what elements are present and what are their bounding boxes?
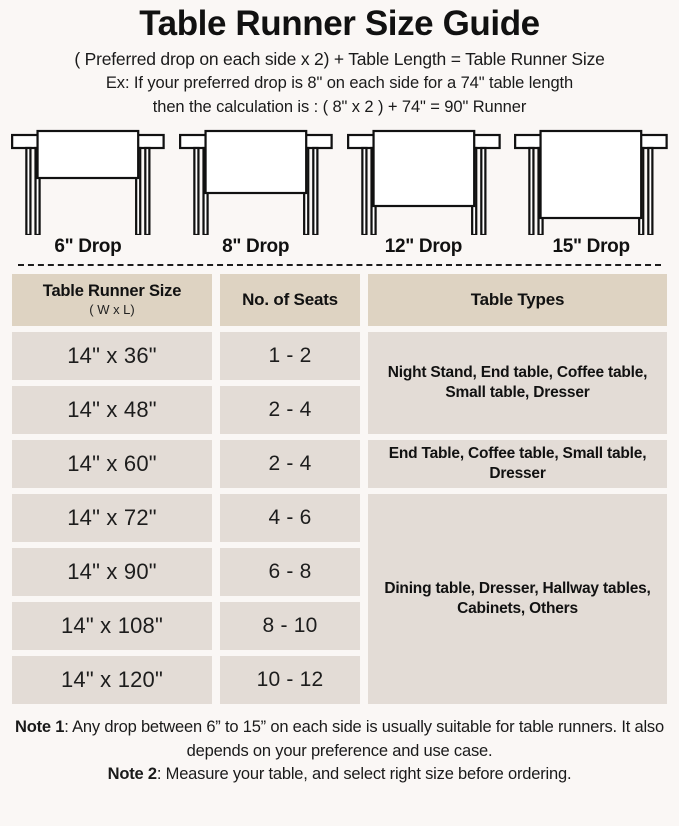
runner-size-value: 14" x 120" xyxy=(60,667,164,693)
runner-size-cell: 14" x 48" xyxy=(12,386,212,435)
table-types-value: Night Stand, End table, Coffee table, Sm… xyxy=(387,364,648,402)
drop-labels-row: 6" Drop 8" Drop 12" Drop 15" Drop xyxy=(0,236,679,258)
seats-cell: 4 - 6 xyxy=(220,494,360,543)
note-1-text: : Any drop between 6” to 15” on each sid… xyxy=(64,718,664,760)
seats-cell: 10 - 12 xyxy=(220,656,360,705)
note-2-label: Note 2 xyxy=(107,765,157,784)
runner-size-value: 14" x 72" xyxy=(67,505,157,531)
size-chart: Table Runner Size ( W x L) 14" x 36" 14" … xyxy=(12,274,667,710)
example-line-1: Ex: If your preferred drop is 8" on each… xyxy=(105,74,574,93)
table-types-value: Dining table, Dresser, Hallway tables, C… xyxy=(384,580,651,618)
header-runner-size-main: Table Runner Size xyxy=(42,282,182,301)
seats-value: 6 - 8 xyxy=(268,560,312,584)
table-illustration-3 xyxy=(340,127,508,236)
table-types-cell: Night Stand, End table, Coffee table, Sm… xyxy=(368,332,667,435)
table-types-cell: Dining table, Dresser, Hallway tables, C… xyxy=(368,494,667,705)
note-1-label: Note 1 xyxy=(15,718,65,737)
header-cell-runner-size: Table Runner Size ( W x L) xyxy=(12,274,212,327)
drop-label-2: 8" Drop xyxy=(222,236,290,258)
runner-size-value: 14" x 108" xyxy=(60,613,164,639)
runner-size-cell: 14" x 60" xyxy=(12,440,212,489)
column-table-types: Table Types Night Stand, End table, Coff… xyxy=(368,274,667,710)
example-line-2: then the calculation is : ( 8" x 2 ) + 7… xyxy=(152,97,527,116)
table-illustrations-row xyxy=(0,127,679,236)
column-runner-size: Table Runner Size ( W x L) 14" x 36" 14" … xyxy=(12,274,212,710)
header-runner-size-sub: ( W x L) xyxy=(89,302,135,318)
runner-size-cell: 14" x 36" xyxy=(12,332,212,381)
note-1: Note 1: Any drop between 6” to 15” on ea… xyxy=(8,716,671,763)
runner-size-cell: 14" x 90" xyxy=(12,548,212,597)
table-types-value: End Table, Coffee table, Small table, Dr… xyxy=(388,445,647,483)
seats-value: 2 - 4 xyxy=(268,452,312,476)
table-with-runner-icon xyxy=(346,130,501,236)
seats-value: 2 - 4 xyxy=(268,398,312,422)
header-table-types-label: Table Types xyxy=(470,290,565,310)
table-with-runner-icon xyxy=(11,130,165,236)
seats-value: 4 - 6 xyxy=(268,506,312,530)
header-cell-table-types: Table Types xyxy=(368,274,667,327)
runner-size-value: 14" x 36" xyxy=(67,343,157,369)
table-with-runner-icon xyxy=(514,130,668,236)
seats-cell: 1 - 2 xyxy=(220,332,360,381)
note-2-text: : Measure your table, and select right s… xyxy=(156,765,572,784)
runner-size-cell: 14" x 120" xyxy=(12,656,212,705)
seats-value: 10 - 12 xyxy=(256,668,324,692)
seats-value: 1 - 2 xyxy=(268,344,312,368)
seats-cell: 2 - 4 xyxy=(220,440,360,489)
header-no-of-seats-label: No. of Seats xyxy=(242,290,338,310)
note-2: Note 2: Measure your table, and select r… xyxy=(8,763,671,786)
table-illustration-1 xyxy=(4,127,172,236)
dashed-divider xyxy=(18,264,661,267)
runner-size-value: 14" x 48" xyxy=(67,397,157,423)
runner-size-value: 14" x 90" xyxy=(67,559,157,585)
drop-label-1: 6" Drop xyxy=(54,236,122,258)
table-with-runner-icon xyxy=(178,130,333,236)
drop-label-4: 15" Drop xyxy=(552,236,630,258)
formula-text: ( Preferred drop on each side x 2) + Tab… xyxy=(74,49,605,70)
runner-size-value: 14" x 60" xyxy=(67,451,157,477)
table-illustration-2 xyxy=(172,127,340,236)
seats-cell: 2 - 4 xyxy=(220,386,360,435)
drop-diagrams xyxy=(0,127,679,236)
page-title: Table Runner Size Guide xyxy=(139,4,540,43)
drop-label-3: 12" Drop xyxy=(384,236,463,258)
runner-size-cell: 14" x 108" xyxy=(12,602,212,651)
table-illustration-4 xyxy=(507,127,675,236)
table-types-cell: End Table, Coffee table, Small table, Dr… xyxy=(368,440,667,489)
seats-cell: 6 - 8 xyxy=(220,548,360,597)
runner-size-cell: 14" x 72" xyxy=(12,494,212,543)
seats-value: 8 - 10 xyxy=(262,614,318,638)
notes-section: Note 1: Any drop between 6” to 15” on ea… xyxy=(8,716,671,786)
guide-header: Table Runner Size Guide ( Preferred drop… xyxy=(0,0,679,119)
header-cell-no-of-seats: No. of Seats xyxy=(220,274,360,327)
seats-cell: 8 - 10 xyxy=(220,602,360,651)
column-no-of-seats: No. of Seats 1 - 2 2 - 4 2 - 4 4 - 6 6 - 8 8 … xyxy=(220,274,360,710)
